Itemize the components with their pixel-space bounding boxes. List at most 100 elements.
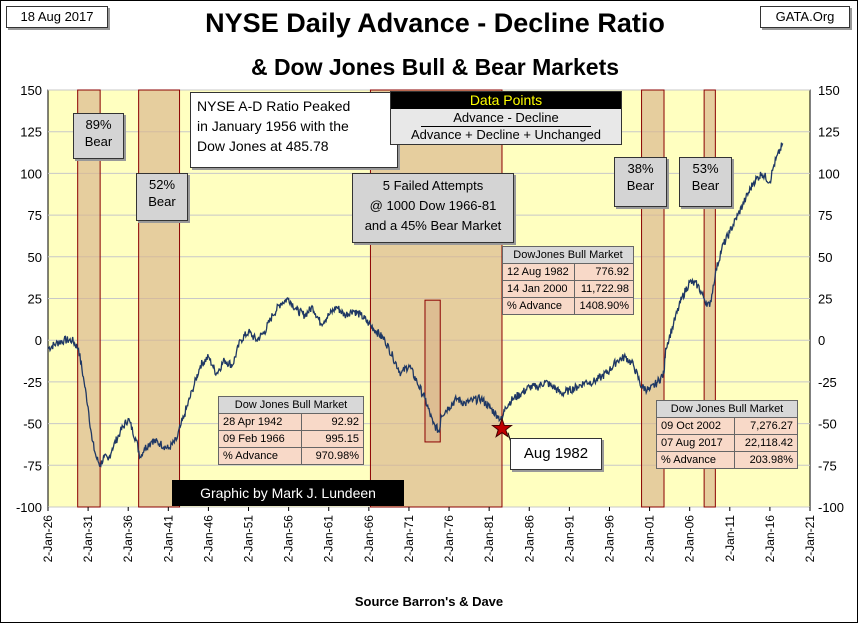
y-tick-label-right: 0 bbox=[818, 333, 825, 348]
aug-1982-star-marker bbox=[491, 417, 513, 438]
bear-shade-52-bear bbox=[138, 89, 181, 508]
bull-table-1-label-3: % Advance bbox=[217, 447, 303, 465]
bull-table-3-value-3: 203.98% bbox=[734, 451, 798, 469]
bull-table-2-value-3: 1408.90% bbox=[573, 297, 635, 315]
x-tick-label: 2-Jan-36 bbox=[121, 515, 135, 563]
x-tick-label: 2-Jan-16 bbox=[763, 515, 777, 563]
x-tick-label: 2-Jan-71 bbox=[402, 515, 416, 563]
bear-52-callout: 52% Bear bbox=[136, 173, 188, 221]
ad-ratio-line bbox=[47, 142, 784, 468]
bear-52-word: Bear bbox=[148, 194, 176, 209]
y-tick-label-right: 75 bbox=[818, 208, 832, 223]
x-tick-label: 2-Jan-91 bbox=[562, 515, 576, 563]
x-tick-label: 2-Jan-06 bbox=[683, 515, 697, 563]
bull-table-3-date-1: 09 Oct 2002 bbox=[655, 417, 736, 435]
failed-line-1: 5 Failed Attempts bbox=[382, 178, 484, 193]
bull-table-3-value-1: 7,276.27 bbox=[734, 417, 798, 435]
x-tick-label: 2-Jan-21 bbox=[803, 515, 817, 563]
y-tick-label-left: 0 bbox=[35, 333, 42, 348]
x-tick-label: 2-Jan-01 bbox=[643, 515, 657, 563]
data-points-denominator: Advance + Decline + Unchanged bbox=[410, 127, 602, 142]
graphic-credit-text: Graphic by Mark J. Lundeen bbox=[200, 485, 376, 501]
y-tick-label-left: -25 bbox=[23, 375, 42, 390]
y-tick-label-right: 25 bbox=[818, 292, 832, 307]
x-tick-label: 2-Jan-11 bbox=[723, 515, 737, 562]
site-label: GATA.Org bbox=[760, 6, 850, 28]
x-axis: 2-Jan-26 2-Jan-31 2-Jan-36 2-Jan-41 2-Jan-46… bbox=[41, 507, 817, 562]
bull-table-1-date-2: 09 Feb 1966 bbox=[217, 430, 303, 448]
x-tick-label: 2-Jan-41 bbox=[161, 515, 175, 563]
peak-note: NYSE A-D Ratio Peaked in January 1956 wi… bbox=[190, 92, 398, 168]
bull-table-2-value-1: 776.92 bbox=[573, 263, 635, 281]
peak-line-3: Dow Jones at 485.78 bbox=[197, 138, 329, 154]
y-tick-label-right: -100 bbox=[818, 500, 844, 515]
failed-line-2: @ 1000 Dow 1966-81 bbox=[369, 198, 497, 213]
aug-1982-label: Aug 1982 bbox=[510, 438, 602, 470]
bull-table-1-value-2: 995.15 bbox=[301, 430, 364, 448]
bull-table-2-title: DowJones Bull Market bbox=[502, 246, 634, 264]
peak-line-1: NYSE A-D Ratio Peaked bbox=[197, 98, 351, 114]
y-tick-label-left: 100 bbox=[20, 166, 42, 181]
data-points-numerator: Advance - Decline bbox=[421, 110, 591, 127]
bull-table-3-title: Dow Jones Bull Market bbox=[656, 400, 798, 418]
x-tick-label: 2-Jan-56 bbox=[282, 515, 296, 563]
y-tick-label-left: -50 bbox=[23, 417, 42, 432]
bear-89-pct: 89% bbox=[85, 117, 112, 132]
bear-shade-89-bear bbox=[77, 89, 101, 508]
bear-52-pct: 52% bbox=[148, 177, 176, 192]
bear-53-pct: 53% bbox=[692, 161, 719, 176]
bull-table-3-label-3: % Advance bbox=[655, 451, 736, 469]
y-tick-label-right: 125 bbox=[818, 125, 840, 140]
failed-attempts-callout: 5 Failed Attempts @ 1000 Dow 1966-81 and… bbox=[352, 173, 514, 243]
bull-table-1982-2000: DowJones Bull Market 12 Aug 1982 776.92 1… bbox=[502, 246, 635, 315]
data-points-box: Data Points Advance - Decline Advance + … bbox=[390, 91, 622, 145]
bull-table-3-value-2: 22,118.42 bbox=[734, 434, 798, 452]
bull-table-3-date-2: 07 Aug 2017 bbox=[655, 434, 736, 452]
bull-table-1-value-1: 92.92 bbox=[301, 413, 364, 431]
y-axis-right: 150 125 100 75 50 25 0 -25 -50 -75 -100 bbox=[818, 83, 844, 515]
x-tick-label: 2-Jan-46 bbox=[201, 515, 215, 563]
site-text: GATA.Org bbox=[775, 9, 835, 24]
x-tick-label: 2-Jan-51 bbox=[242, 515, 256, 563]
bull-table-1-value-3: 970.98% bbox=[301, 447, 364, 465]
y-axis-left: 150 125 100 75 50 25 0 -25 -50 -75 -100 bbox=[16, 83, 42, 515]
bull-table-2-value-2: 11,722.98 bbox=[573, 280, 635, 298]
x-tick-label: 2-Jan-31 bbox=[81, 515, 95, 563]
bull-table-1942-1966: Dow Jones Bull Market 28 Apr 1942 92.92 0… bbox=[217, 396, 364, 465]
x-tick-label: 2-Jan-76 bbox=[442, 515, 456, 563]
x-tick-label: 2-Jan-96 bbox=[602, 515, 616, 563]
bear-53-word: Bear bbox=[691, 178, 720, 193]
y-tick-label-right: 50 bbox=[818, 250, 832, 265]
y-tick-label-left: -100 bbox=[16, 500, 42, 515]
date-label: 18 Aug 2017 bbox=[6, 6, 108, 28]
y-tick-label-right: -50 bbox=[818, 417, 837, 432]
y-tick-label-left: -75 bbox=[23, 458, 42, 473]
bull-table-2002-2017: Dow Jones Bull Market 09 Oct 2002 7,276.2… bbox=[655, 400, 798, 469]
y-tick-label-left: 25 bbox=[28, 292, 42, 307]
y-tick-label-left: 150 bbox=[20, 83, 42, 98]
bull-table-2-date-1: 12 Aug 1982 bbox=[502, 263, 575, 281]
bear-89-word: Bear bbox=[84, 134, 113, 149]
data-points-title: Data Points bbox=[391, 92, 621, 109]
bull-table-1-date-1: 28 Apr 1942 bbox=[217, 413, 303, 431]
x-tick-label: 2-Jan-66 bbox=[362, 515, 376, 563]
chart-title: NYSE Daily Advance - Decline Ratio bbox=[205, 8, 665, 38]
y-tick-label-left: 50 bbox=[28, 250, 42, 265]
x-axis-label: Source Barron's & Dave bbox=[354, 594, 504, 609]
x-tick-label: 2-Jan-86 bbox=[522, 515, 536, 563]
bull-table-2-label-3: % Advance bbox=[502, 297, 575, 315]
y-tick-label-right: 100 bbox=[818, 166, 840, 181]
y-tick-label-left: 125 bbox=[20, 125, 42, 140]
graphic-credit: Graphic by Mark J. Lundeen bbox=[172, 480, 404, 506]
bear-89-callout: 89% Bear bbox=[73, 113, 124, 159]
failed-line-3: and a 45% Bear Market bbox=[364, 218, 502, 233]
y-tick-label-right: 150 bbox=[818, 83, 840, 98]
bear-38-word: Bear bbox=[626, 178, 655, 193]
x-tick-label: 2-Jan-81 bbox=[482, 515, 496, 563]
peak-line-2: in January 1956 with the bbox=[197, 118, 349, 134]
aug-1982-text: Aug 1982 bbox=[523, 445, 589, 462]
y-tick-label-left: 75 bbox=[28, 208, 42, 223]
x-tick-label: 2-Jan-26 bbox=[41, 515, 55, 563]
bull-table-2-date-2: 14 Jan 2000 bbox=[502, 280, 575, 298]
x-tick-label: 2-Jan-61 bbox=[322, 515, 336, 563]
